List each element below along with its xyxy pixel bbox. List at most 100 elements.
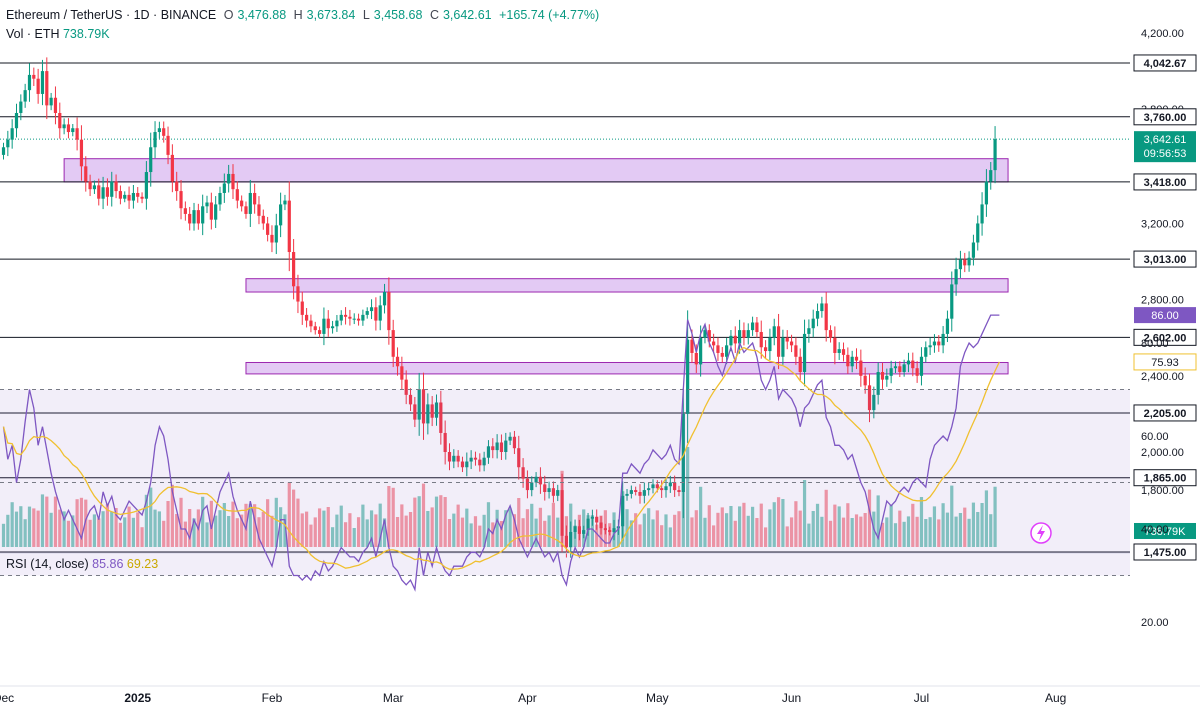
candle-body <box>192 210 196 224</box>
volume-bar <box>971 502 976 547</box>
candle-body <box>647 488 651 491</box>
level-tag <box>1133 173 1197 191</box>
candle-body <box>768 337 772 352</box>
candle-body <box>906 360 911 365</box>
volume-bar <box>118 522 123 547</box>
candle-body <box>266 223 270 235</box>
volume-bar <box>655 510 659 547</box>
volume-bar <box>175 514 179 547</box>
candle-body <box>590 516 594 519</box>
volume-bar <box>313 517 317 547</box>
volume-bar <box>984 490 989 547</box>
current-price-label: 3,642.61 <box>1144 134 1187 146</box>
candle-body <box>188 213 192 224</box>
candle-body <box>776 326 781 357</box>
candle-body <box>811 318 815 329</box>
volume-bar <box>326 507 330 547</box>
volume-bar <box>841 517 846 547</box>
volume-bar <box>902 521 906 547</box>
candle-body <box>201 206 205 224</box>
volume-header: Vol · ETH 738.79K <box>6 27 110 41</box>
volume-bar <box>854 514 859 547</box>
symbol-title[interactable]: Ethereum / TetherUS · 1D · BINANCE <box>6 8 217 22</box>
level-tag <box>1133 404 1197 422</box>
lightning-icon[interactable] <box>1030 522 1052 544</box>
rsi-pane <box>0 314 1130 592</box>
candle-body <box>361 314 365 321</box>
volume-bar <box>642 513 646 547</box>
time-axis-label: Aug <box>1045 691 1066 705</box>
volume-bar <box>283 514 287 547</box>
rsi-label[interactable]: RSI (14, close) <box>6 557 89 571</box>
volume-bar <box>807 523 811 547</box>
volume-bar <box>88 519 92 547</box>
candle-body <box>27 74 32 91</box>
high-label: H <box>293 8 303 22</box>
volume-bar <box>486 502 491 547</box>
volume-bar <box>257 517 261 547</box>
volume-bar <box>157 511 161 547</box>
candle-body <box>586 518 590 531</box>
volume-bar <box>153 509 157 547</box>
candle-body <box>499 442 504 452</box>
candle-body <box>815 311 820 319</box>
candle-body <box>738 330 742 344</box>
candle-body <box>491 446 495 451</box>
volume-bar <box>759 503 763 547</box>
candle-body <box>530 482 534 491</box>
open-value: 3,476.88 <box>237 8 287 22</box>
volume-bar <box>932 506 937 547</box>
volume-bar <box>776 497 781 547</box>
candle-body <box>551 488 556 496</box>
volume-bar <box>491 522 495 547</box>
candle-body <box>755 322 759 333</box>
rsi-line <box>2 314 1000 592</box>
candle-body <box>699 337 703 365</box>
volume-bar <box>859 516 863 547</box>
volume-bar <box>551 502 556 547</box>
candle-body <box>846 354 850 367</box>
candle-body <box>469 457 473 462</box>
level-label: 2,602.00 <box>1144 332 1187 344</box>
volume-bar <box>348 513 352 547</box>
candle-body <box>945 318 950 334</box>
volume-bar <box>963 507 967 547</box>
candle-body <box>599 522 603 529</box>
candle-body <box>58 112 62 129</box>
candle-body <box>725 345 729 357</box>
supply-demand-zones <box>63 158 1009 375</box>
candle-body <box>781 337 785 357</box>
volume-bar <box>867 489 872 547</box>
rsi-ma-value: 69.23 <box>126 557 159 571</box>
level-label: 1,475.00 <box>1144 547 1187 559</box>
volume-bar <box>746 515 750 547</box>
candle-body <box>66 124 71 133</box>
volume-label[interactable]: Vol · ETH <box>6 27 60 41</box>
candle-body <box>543 484 547 492</box>
zone-1 <box>63 158 1009 183</box>
candle-body <box>707 330 711 342</box>
time-axis-label: Jun <box>782 691 801 705</box>
volume-bar <box>538 507 543 547</box>
candle-body <box>75 128 79 140</box>
volume-bar <box>495 509 499 547</box>
candle-body <box>283 200 287 205</box>
candle-body <box>183 208 187 214</box>
candle-body <box>573 526 577 532</box>
candle-body <box>486 446 491 458</box>
volume-bar <box>733 520 737 547</box>
volume-bar <box>404 515 408 547</box>
candle-body <box>850 356 854 367</box>
candle-body <box>534 476 538 483</box>
candle-body <box>564 535 568 548</box>
volume-bar <box>954 516 958 547</box>
candle-body <box>854 356 859 361</box>
rsi-value: 85.86 <box>92 557 124 571</box>
candle-body <box>257 204 261 216</box>
zone-2 <box>245 278 1009 293</box>
candle-body <box>162 128 166 136</box>
volume-bar <box>469 523 473 547</box>
level-tag <box>1133 250 1197 268</box>
candle-body <box>629 490 633 494</box>
